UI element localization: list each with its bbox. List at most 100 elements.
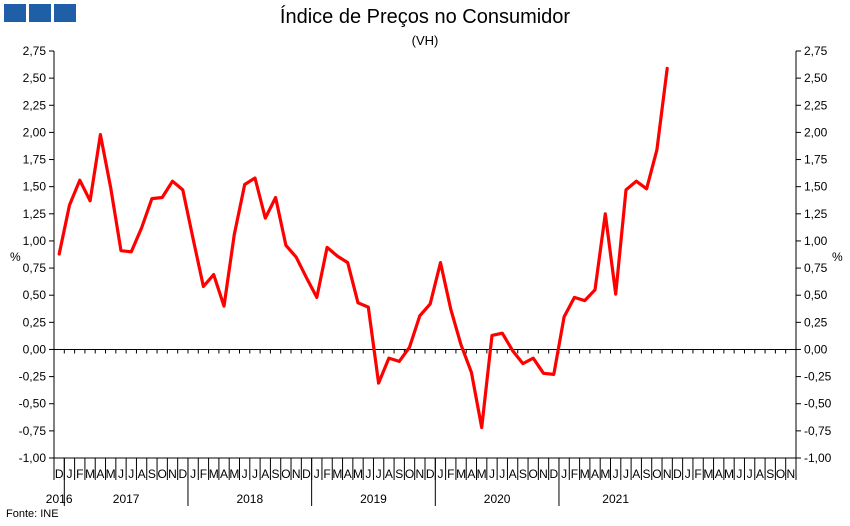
month-label: F xyxy=(571,467,578,481)
month-label: J xyxy=(128,467,134,481)
month-label: A xyxy=(385,467,393,481)
month-label: J xyxy=(747,467,753,481)
y-tick-label-left: -0,50 xyxy=(19,397,47,411)
month-label: A xyxy=(220,467,228,481)
month-label: M xyxy=(209,467,219,481)
month-label: J xyxy=(190,467,196,481)
month-label: A xyxy=(632,467,640,481)
month-label: J xyxy=(66,467,72,481)
month-label: A xyxy=(591,467,599,481)
y-tick-label-left: 1,00 xyxy=(23,234,47,248)
month-label: J xyxy=(613,467,619,481)
month-label: J xyxy=(376,467,382,481)
axes xyxy=(53,51,797,459)
month-label: M xyxy=(456,467,466,481)
chart-subtitle: (VH) xyxy=(411,33,439,48)
month-label: A xyxy=(96,467,104,481)
month-label: S xyxy=(519,467,527,481)
y-tick-label-right: -0,25 xyxy=(804,370,832,384)
year-label: 2017 xyxy=(113,492,140,506)
month-label: J xyxy=(314,467,320,481)
month-label: D xyxy=(673,467,682,481)
month-label: J xyxy=(561,467,567,481)
y-tick-label-left: -0,75 xyxy=(19,424,47,438)
month-label: O xyxy=(652,467,661,481)
month-label: O xyxy=(158,467,167,481)
month-label: D xyxy=(302,467,311,481)
month-label: S xyxy=(395,467,403,481)
y-tick-label-left: 2,50 xyxy=(23,71,47,85)
y-tick-label-left: 0,50 xyxy=(23,288,47,302)
month-label: D xyxy=(549,467,558,481)
month-label: N xyxy=(663,467,672,481)
month-label: O xyxy=(776,467,785,481)
month-label: N xyxy=(168,467,177,481)
y-tick-label-right: 1,75 xyxy=(804,153,828,167)
y-tick-label-right: -1,00 xyxy=(804,451,832,465)
axis-ticks: 2,75 2,75 2,50 2,50 2,25 2,25 2,00 2,00 1,75 1,75… xyxy=(19,44,832,480)
month-label: J xyxy=(736,467,742,481)
y-tick-label-left: 2,00 xyxy=(23,125,47,139)
y-tick-label-right: 2,50 xyxy=(804,71,828,85)
right-axis-unit: % xyxy=(832,250,843,264)
logo-block xyxy=(54,4,76,22)
year-label: 2019 xyxy=(360,492,387,506)
month-label: D xyxy=(178,467,187,481)
month-label: S xyxy=(643,467,651,481)
month-label: S xyxy=(272,467,280,481)
month-label: N xyxy=(416,467,425,481)
y-tick-label-right: 1,50 xyxy=(804,180,828,194)
month-label: N xyxy=(787,467,796,481)
year-label: 2020 xyxy=(484,492,511,506)
month-label: M xyxy=(106,467,116,481)
month-label: D xyxy=(426,467,435,481)
month-label: N xyxy=(539,467,548,481)
month-label: J xyxy=(118,467,124,481)
month-label: S xyxy=(766,467,774,481)
y-tick-label-right: 2,00 xyxy=(804,125,828,139)
month-label: J xyxy=(685,467,691,481)
y-tick-label-right: -0,50 xyxy=(804,397,832,411)
y-tick-label-right: 0,50 xyxy=(804,288,828,302)
logo-block xyxy=(4,4,26,22)
month-label: A xyxy=(138,467,146,481)
year-label: 2021 xyxy=(602,492,629,506)
y-tick-label-left: 2,25 xyxy=(23,98,47,112)
year-label: 2018 xyxy=(236,492,263,506)
y-tick-label-right: 2,75 xyxy=(804,44,828,58)
month-label: M xyxy=(600,467,610,481)
month-label: F xyxy=(200,467,207,481)
month-label: J xyxy=(499,467,505,481)
month-label: M xyxy=(85,467,95,481)
month-label: F xyxy=(447,467,454,481)
y-tick-label-right: 2,25 xyxy=(804,98,828,112)
y-tick-label-left: 1,50 xyxy=(23,180,47,194)
month-label: J xyxy=(437,467,443,481)
left-axis-unit: % xyxy=(10,250,21,264)
y-tick-label-left: 0,25 xyxy=(23,315,47,329)
y-tick-label-left: 0,75 xyxy=(23,261,47,275)
y-tick-label-left: 1,25 xyxy=(23,207,47,221)
month-label: J xyxy=(365,467,371,481)
month-label: J xyxy=(489,467,495,481)
y-tick-label-right: 1,25 xyxy=(804,207,828,221)
month-label: J xyxy=(252,467,258,481)
y-tick-label-left: -0,25 xyxy=(19,370,47,384)
y-tick-label-right: 1,00 xyxy=(804,234,828,248)
y-tick-label-right: -0,75 xyxy=(804,424,832,438)
year-label: 2016 xyxy=(46,492,73,506)
y-tick-label-left: 2,75 xyxy=(23,44,47,58)
series-line xyxy=(57,66,669,430)
month-label: A xyxy=(715,467,723,481)
month-label: A xyxy=(756,467,764,481)
month-label: D xyxy=(55,467,64,481)
month-label: A xyxy=(467,467,475,481)
month-label: A xyxy=(261,467,269,481)
month-label: A xyxy=(509,467,517,481)
month-label: M xyxy=(477,467,487,481)
month-label: J xyxy=(623,467,629,481)
month-label: M xyxy=(229,467,239,481)
month-label: O xyxy=(405,467,414,481)
